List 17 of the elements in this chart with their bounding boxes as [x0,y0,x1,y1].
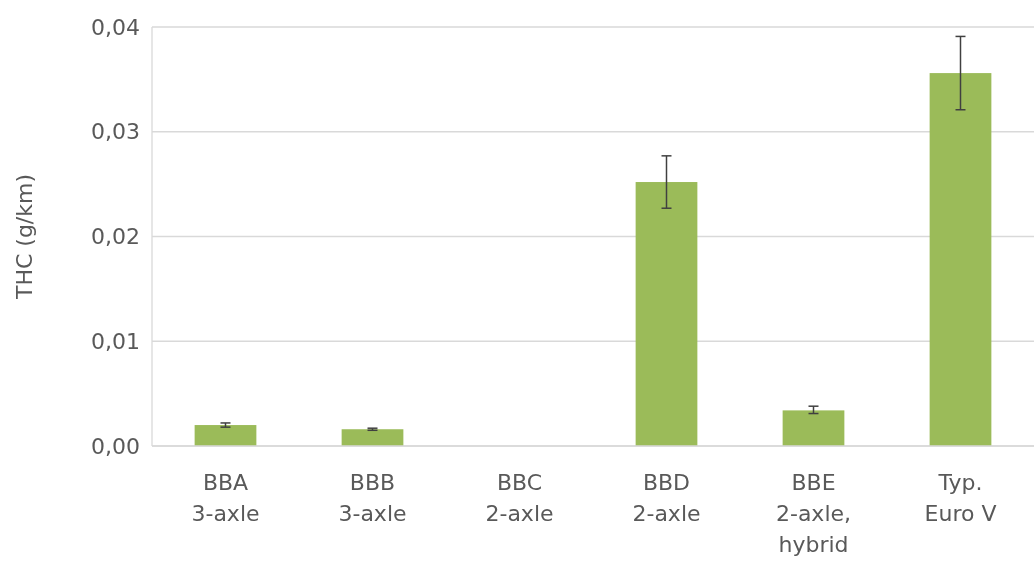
y-tick-label: 0,04 [91,14,140,40]
bar [635,182,698,446]
x-tick-label: BBE 2-axle, hybrid [775,470,852,557]
x-tick-label: BBC 2-axle [485,470,554,526]
y-tick-label: 0,00 [91,433,140,459]
x-tick-label: BBB 3-axle [338,470,407,526]
y-tick-label: 0,03 [91,119,140,145]
y-axis-title: THC (g/km) [12,173,37,301]
x-tick-label: Typ. Euro V [924,470,997,526]
x-tick-label: BBA 3-axle [191,470,260,526]
x-tick-label: BBD 2-axle [632,470,701,526]
y-tick-label: 0,01 [91,328,140,354]
bar [929,73,992,446]
bar [194,425,257,446]
y-tick-label: 0,02 [91,224,140,250]
bar [341,429,404,446]
bar [782,410,845,446]
